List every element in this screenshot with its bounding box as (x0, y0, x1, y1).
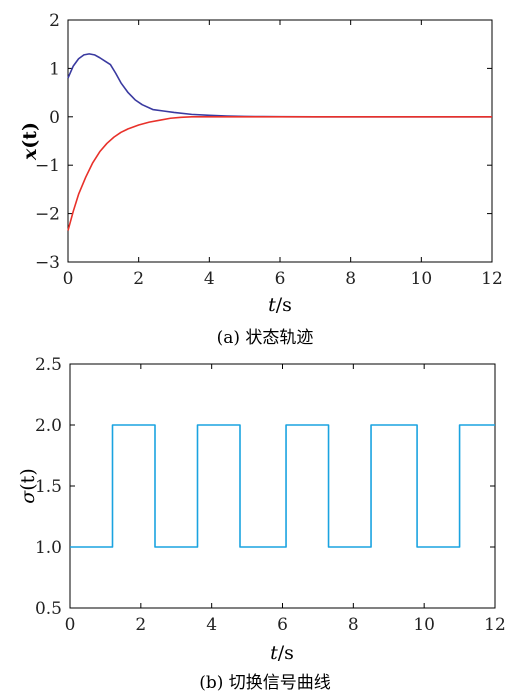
y-axis-label-a: x(t) (19, 122, 41, 161)
series-a (67, 53, 492, 231)
y-tick-label: 1 (49, 59, 60, 79)
series-line-2 (67, 116, 492, 231)
x-tick-label: 8 (345, 269, 356, 289)
y-tick-label: 2 (49, 11, 60, 31)
x-tick-label: 0 (63, 269, 74, 289)
y-tick-label: 0 (49, 108, 60, 128)
x-tick-label: 12 (484, 615, 506, 635)
x-tick-label: 6 (277, 615, 288, 635)
x-axis-label-b: t/s (270, 642, 294, 664)
x-tick-label: 2 (135, 615, 146, 635)
x-tick-label: 4 (206, 615, 217, 635)
x-tick-label: 0 (65, 615, 76, 635)
caption-a: (a) 状态轨迹 (217, 328, 314, 348)
chart-switching-signal: 0 2 4 6 8 10 12 0.5 1.0 1.5 2.0 2.5 σ(t) t/s (b) 切换… (17, 355, 506, 693)
y-tick-label: 1.5 (35, 477, 62, 497)
y-tick-label: 2.5 (35, 355, 62, 375)
caption-b: (b) 切换信号曲线 (199, 673, 331, 693)
plot-frame-a (67, 19, 493, 263)
x-axis-label-a: t/s (268, 294, 292, 316)
series-line-1 (67, 53, 492, 118)
y-tick-label: −1 (35, 156, 60, 176)
y-tick-label: 2.0 (35, 416, 62, 436)
y-tick-label: −3 (35, 253, 60, 273)
plot-frame-b (69, 363, 496, 609)
ticks-b: 0 2 4 6 8 10 12 0.5 1.0 1.5 2.0 2.5 (35, 355, 506, 635)
x-tick-label: 8 (348, 615, 359, 635)
y-axis-label-b: σ(t) (17, 468, 39, 503)
series-line-1 (70, 424, 495, 548)
y-tick-label: 1.0 (35, 538, 62, 558)
x-tick-label: 12 (481, 269, 503, 289)
x-tick-label: 10 (411, 269, 433, 289)
x-tick-label: 6 (275, 269, 286, 289)
y-tick-label: −2 (35, 205, 60, 225)
x-tick-label: 10 (413, 615, 435, 635)
y-tick-label: 0.5 (35, 599, 62, 619)
x-tick-label: 2 (133, 269, 144, 289)
x-tick-label: 4 (204, 269, 215, 289)
series-b (70, 424, 495, 548)
